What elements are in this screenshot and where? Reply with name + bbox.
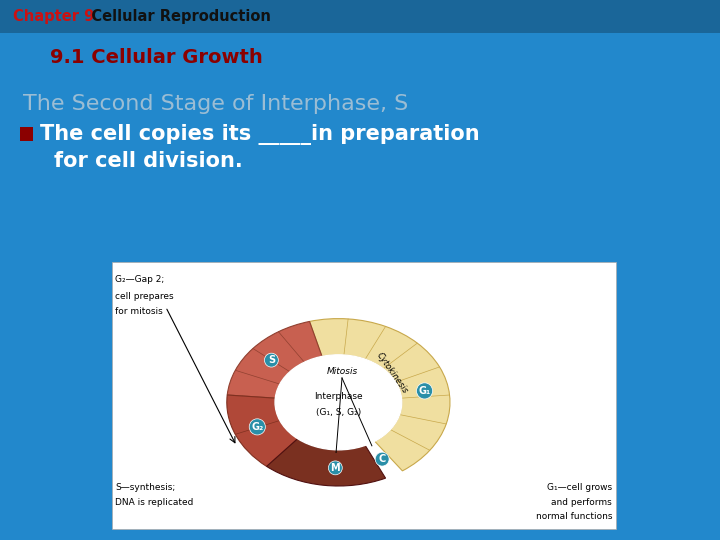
Text: for cell division.: for cell division. bbox=[54, 151, 243, 171]
Wedge shape bbox=[266, 438, 386, 486]
Text: and performs: and performs bbox=[552, 498, 612, 507]
Text: Mitosis: Mitosis bbox=[326, 367, 358, 376]
Text: G₁: G₁ bbox=[418, 386, 431, 396]
Text: M: M bbox=[330, 463, 340, 473]
Text: DNA is replicated: DNA is replicated bbox=[115, 498, 194, 507]
FancyBboxPatch shape bbox=[20, 127, 33, 141]
FancyBboxPatch shape bbox=[112, 262, 616, 529]
Text: S—synthesis;: S—synthesis; bbox=[115, 483, 176, 492]
Text: G₂: G₂ bbox=[251, 422, 264, 432]
Circle shape bbox=[275, 355, 402, 450]
Text: 9.1 Cellular Growth: 9.1 Cellular Growth bbox=[50, 48, 263, 68]
Text: The Second Stage of Interphase, S: The Second Stage of Interphase, S bbox=[23, 93, 408, 114]
Text: C: C bbox=[379, 454, 386, 464]
Text: Interphase: Interphase bbox=[314, 393, 363, 401]
Text: G₂—Gap 2;: G₂—Gap 2; bbox=[115, 275, 164, 285]
Text: cell prepares: cell prepares bbox=[115, 292, 174, 301]
Text: Chapter 9: Chapter 9 bbox=[13, 9, 94, 24]
Text: (G₁, S, G₂): (G₁, S, G₂) bbox=[316, 408, 361, 416]
Wedge shape bbox=[310, 319, 450, 471]
Text: Cytokinesis: Cytokinesis bbox=[375, 350, 410, 395]
Wedge shape bbox=[227, 395, 297, 467]
Text: The cell copies its _____in preparation: The cell copies its _____in preparation bbox=[40, 124, 480, 145]
Text: for mitosis: for mitosis bbox=[115, 307, 163, 316]
Text: G₁—cell grows: G₁—cell grows bbox=[547, 483, 612, 492]
Text: Cellular Reproduction: Cellular Reproduction bbox=[76, 9, 271, 24]
Wedge shape bbox=[228, 321, 322, 398]
Text: S: S bbox=[268, 355, 275, 365]
Text: normal functions: normal functions bbox=[536, 512, 612, 522]
FancyBboxPatch shape bbox=[0, 0, 720, 33]
